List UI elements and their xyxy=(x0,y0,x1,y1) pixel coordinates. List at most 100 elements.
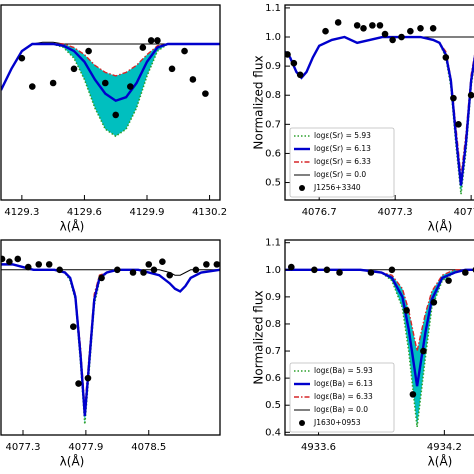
data-point xyxy=(353,22,361,29)
data-point xyxy=(139,44,147,51)
data-point xyxy=(192,266,200,274)
y-tick-label: 0.7 xyxy=(265,119,281,130)
x-tick-label: 4129.6 xyxy=(67,207,102,218)
data-point xyxy=(84,374,92,382)
data-point xyxy=(290,59,298,67)
x-tick-label: 4076.7 xyxy=(302,207,337,218)
x-tick-label: 4077.9 xyxy=(68,442,103,453)
data-point xyxy=(403,307,410,314)
y-tick-label: 0.6 xyxy=(265,148,281,159)
plot-area xyxy=(1,37,220,138)
data-point xyxy=(462,269,469,276)
legend-label: logε(Sr) = 6.13 xyxy=(314,144,371,153)
data-point xyxy=(70,323,77,330)
data-point xyxy=(1,255,6,263)
y-tick-label: 0.4 xyxy=(265,427,281,438)
data-point xyxy=(389,36,396,44)
data-point xyxy=(159,258,166,265)
data-point xyxy=(311,266,318,274)
data-point xyxy=(429,24,437,32)
data-point xyxy=(323,266,331,274)
data-point xyxy=(417,24,424,32)
x-tick-label: 4934.2 xyxy=(427,442,462,453)
axes-frame xyxy=(0,4,221,201)
data-point xyxy=(101,79,109,87)
data-point xyxy=(28,83,36,90)
data-point xyxy=(455,121,462,128)
data-point xyxy=(202,90,209,97)
data-point xyxy=(56,266,63,274)
y-tick-label: 0.8 xyxy=(265,90,281,101)
data-point xyxy=(213,261,220,268)
data-point xyxy=(360,24,367,32)
data-point xyxy=(166,271,174,279)
data-point xyxy=(450,94,457,102)
data-point xyxy=(467,91,474,99)
data-point xyxy=(203,261,210,268)
data-point xyxy=(98,274,105,282)
model-line xyxy=(1,263,220,417)
y-axis-label: Normalized flux xyxy=(252,290,266,384)
data-point xyxy=(127,83,134,90)
data-point xyxy=(18,54,26,62)
data-point xyxy=(334,19,342,26)
data-point xyxy=(181,47,188,55)
x-tick-label: 4077.3 xyxy=(6,442,41,453)
data-point xyxy=(388,266,396,274)
plot-area xyxy=(1,255,220,425)
y-tick-label: 0.9 xyxy=(265,61,281,72)
data-point xyxy=(296,71,304,79)
model-line xyxy=(1,263,220,408)
data-point xyxy=(381,30,389,38)
legend-marker xyxy=(299,420,305,426)
x-axis-label: λ(Å) xyxy=(60,219,85,234)
y-tick-label: 0.7 xyxy=(265,346,281,357)
y-tick-label: 1.1 xyxy=(265,3,281,14)
x-tick-label: 4129.9 xyxy=(130,207,165,218)
legend-marker xyxy=(299,185,305,191)
y-tick-label: 0.5 xyxy=(265,400,281,411)
data-point xyxy=(75,380,82,387)
data-point xyxy=(112,111,120,119)
data-point xyxy=(145,261,153,268)
y-tick-label: 1.0 xyxy=(265,32,281,43)
data-point xyxy=(409,391,417,398)
data-point xyxy=(407,27,414,35)
x-axis-label: λ(Å) xyxy=(428,454,453,469)
data-point xyxy=(6,258,13,265)
x-tick-label: 4129.3 xyxy=(4,207,39,218)
axes-frame xyxy=(0,239,221,436)
data-point xyxy=(430,298,438,306)
legend-box xyxy=(289,362,395,433)
legend-label: J1256+3340 xyxy=(313,183,361,192)
plot-area xyxy=(285,263,474,427)
y-tick-label: 0.9 xyxy=(265,292,281,303)
data-point xyxy=(336,269,343,276)
y-tick-label: 0.5 xyxy=(265,178,281,189)
data-point xyxy=(147,37,155,44)
data-point xyxy=(14,255,22,263)
data-point xyxy=(129,269,137,276)
data-point xyxy=(114,266,121,274)
data-point xyxy=(445,277,452,284)
x-tick-label: 4077.9 xyxy=(454,207,474,218)
data-point xyxy=(140,269,147,276)
legend-label: logε(Ba) = 6.13 xyxy=(314,379,373,388)
model-line xyxy=(285,35,474,186)
data-point xyxy=(49,79,57,87)
x-tick-label: 4933.6 xyxy=(301,442,336,453)
data-point xyxy=(24,263,32,271)
legend-label: logε(Sr) = 6.33 xyxy=(314,157,371,166)
legend-label: logε(Ba) = 6.33 xyxy=(314,392,373,401)
legend-label: J1630+0953 xyxy=(313,418,361,427)
data-point xyxy=(369,22,376,29)
data-point xyxy=(45,261,53,268)
axes-frame xyxy=(284,4,474,201)
data-point xyxy=(154,37,161,44)
data-point xyxy=(35,261,43,268)
data-point xyxy=(287,263,295,271)
data-point xyxy=(85,47,92,55)
y-tick-label: 0.8 xyxy=(265,319,281,330)
